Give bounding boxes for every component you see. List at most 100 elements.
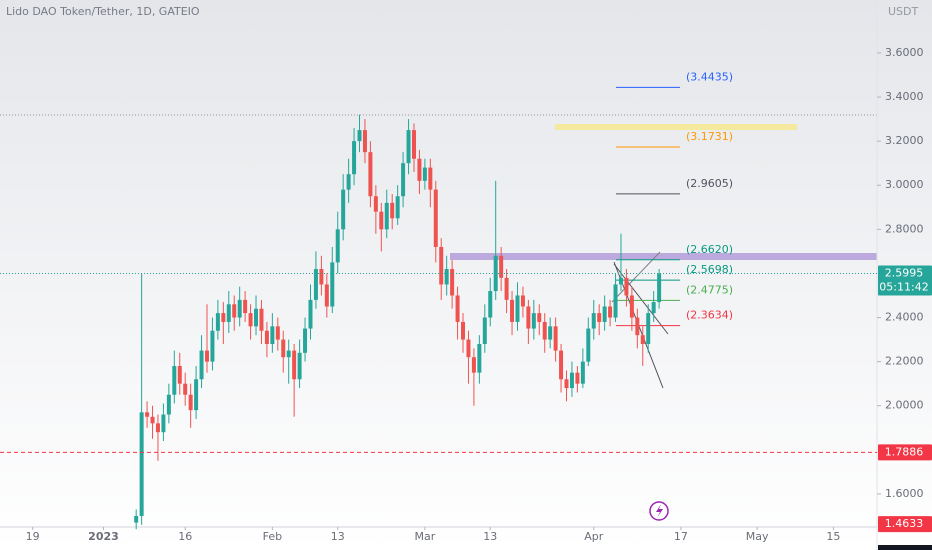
candle-body [384,202,389,230]
candle-body [640,335,645,344]
candle-body [553,326,558,351]
candle-body [482,317,487,344]
candle-body [210,330,215,362]
resistance-zone [450,253,877,260]
x-tick-label: 13 [483,530,497,543]
candle-body [324,284,329,307]
candle-body [150,416,155,424]
candle-body [629,295,634,318]
candle-body [155,423,160,433]
candle-body [395,196,400,219]
candle-body [177,366,182,384]
candle-body [248,313,253,327]
candle-body [275,326,280,340]
candle-body [471,357,476,373]
y-tick-label: 1.6000 [885,487,924,500]
trend-line [613,263,669,335]
candle-body [204,350,209,362]
candle-body [172,366,177,395]
countdown-label: 05:11:42 [879,281,928,294]
x-tick-label: 19 [26,530,40,543]
candle-body [548,326,553,340]
resistance-zone [555,124,797,130]
candle-body [335,229,340,263]
y-tick-label: 2.2000 [885,355,924,368]
candle-body [504,277,509,300]
candle-body [390,202,395,219]
candle-body [243,299,248,314]
candle-body [477,343,482,373]
symbol-title: Lido DAO Token/Tether, 1D, GATEIO [6,5,200,18]
y-tick-label: 3.6000 [885,46,924,59]
candle-body [613,284,618,318]
candle-body [624,277,629,296]
candle-body [450,269,455,296]
y-tick-label: 3.0000 [885,178,924,191]
candle-body [537,313,542,322]
candle-body [254,308,259,327]
event-icon[interactable] [649,501,669,521]
candle-body [635,317,640,336]
candle-body [303,328,308,353]
candle-body [313,269,318,300]
price-tag-label: 2.5995 [885,267,924,280]
candle-body [651,302,656,314]
candle-body [401,163,406,197]
price-tag [878,265,932,296]
x-tick-label: Mar [414,530,435,543]
level-label: (2.4775) [686,283,733,296]
currency: USDT [888,5,919,18]
candle-body [569,372,574,389]
trend-line [611,251,661,303]
candle-body [194,379,199,411]
level-label: (3.4435) [686,70,733,83]
x-tick-label: 15 [826,530,840,543]
candle-body [232,304,237,318]
candle-body [510,299,515,322]
candle-body [308,299,313,329]
candle-body [221,313,226,322]
candle-body [362,130,367,153]
candle-body [281,339,286,358]
level-label: (2.3634) [686,309,733,322]
candle-body [183,383,188,395]
candle-body [292,350,297,380]
level-label: (3.1731) [686,130,733,143]
y-tick-label: 2.4000 [885,311,924,324]
candle-body [455,295,460,322]
candle-body [166,394,171,415]
candle-body [564,379,569,389]
candle-body [646,313,651,344]
level-label: (2.9605) [686,177,733,190]
candle-body [466,339,471,358]
candle-body [139,412,144,516]
candle-body [618,277,623,285]
level-label: (2.6620) [686,243,733,256]
candle-body [259,308,264,331]
candle-body [411,130,416,159]
candle-body [602,306,607,322]
candle-body [341,189,346,230]
candle-body [542,321,547,340]
candle-body [520,295,525,307]
candle-body [330,262,335,307]
candle-body [531,313,536,329]
candle-body [559,350,564,380]
candle-body [264,330,269,344]
y-tick-label: 2.8000 [885,222,924,235]
y-tick-label: 2.0000 [885,399,924,412]
candle-body [575,372,580,384]
candle-body [188,394,193,411]
candle-body [379,211,384,230]
price-tag-label: 1.7886 [885,445,924,458]
x-tick-label: 13 [331,530,345,543]
candle-body [433,189,438,247]
price-tag [878,516,932,533]
candle-body [134,515,139,523]
scrollbar[interactable] [878,545,932,550]
y-tick-label: 3.4000 [885,90,924,103]
candle-body [515,295,520,322]
candle-body [237,299,242,318]
